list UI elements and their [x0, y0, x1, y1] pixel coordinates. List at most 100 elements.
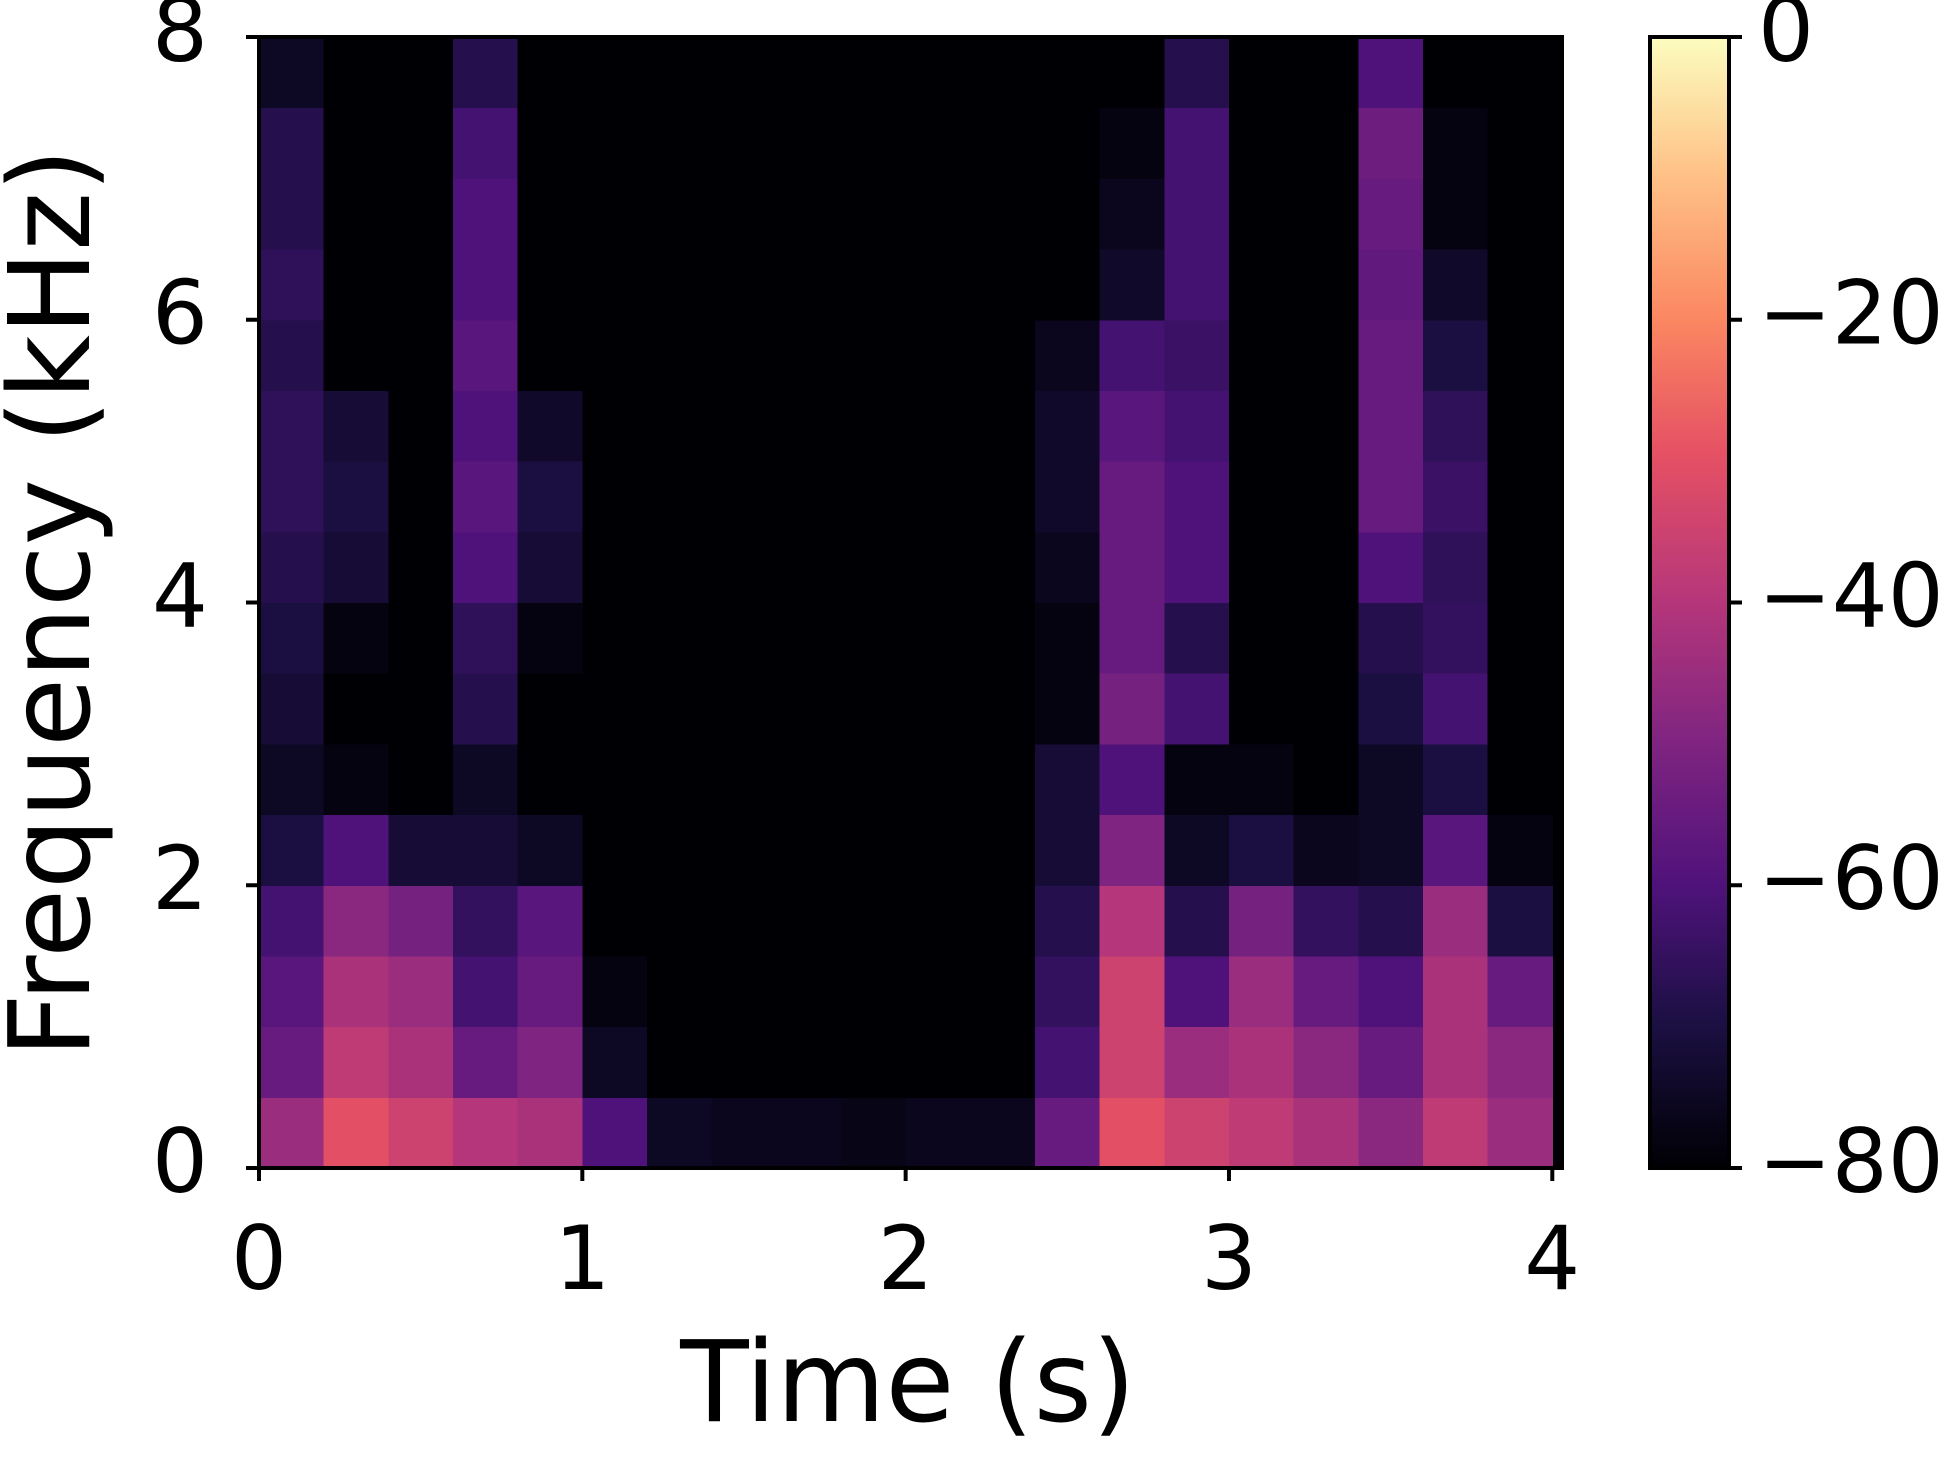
- heatmap-cell: [323, 319, 389, 391]
- heatmap-cell: [1422, 107, 1489, 179]
- heatmap-cell: [1487, 1026, 1553, 1098]
- heatmap-cell: [970, 37, 1036, 109]
- heatmap-cell: [1422, 673, 1489, 745]
- heatmap-cell: [1164, 1026, 1230, 1098]
- heatmap-cell: [711, 743, 777, 816]
- heatmap-cell: [1422, 461, 1489, 533]
- heatmap-cell: [1164, 814, 1230, 886]
- heatmap-cell: [776, 178, 842, 250]
- heatmap-cell: [517, 1026, 583, 1098]
- heatmap-cell: [840, 955, 907, 1028]
- heatmap-cell: [711, 814, 777, 886]
- heatmap-cell: [388, 461, 454, 533]
- heatmap-cell: [259, 955, 325, 1028]
- heatmap-cell: [1422, 319, 1489, 391]
- heatmap-cell: [1099, 602, 1165, 674]
- heatmap-cell: [1487, 602, 1553, 674]
- heatmap-cell: [1358, 814, 1424, 886]
- heatmap-cell: [388, 743, 454, 816]
- heatmap-cell: [1358, 673, 1424, 745]
- heatmap-cell: [1228, 1026, 1295, 1098]
- heatmap-cell: [1487, 955, 1553, 1028]
- colorbar-tick-label: −60: [1758, 827, 1944, 930]
- heatmap-cell: [1293, 673, 1359, 745]
- heatmap-cell: [1034, 107, 1101, 179]
- heatmap-cell: [970, 461, 1036, 533]
- heatmap-cell: [1099, 673, 1165, 745]
- heatmap-cell: [970, 673, 1036, 745]
- heatmap-cell: [1034, 743, 1101, 816]
- heatmap-cell: [517, 673, 583, 745]
- heatmap-cell: [1358, 1026, 1424, 1098]
- heatmap-cell: [1034, 1097, 1101, 1169]
- heatmap-cell: [582, 461, 648, 533]
- heatmap-cell: [582, 107, 648, 179]
- heatmap-cell: [1164, 37, 1230, 109]
- heatmap-cell: [776, 955, 842, 1028]
- heatmap-cell: [388, 955, 454, 1028]
- heatmap-cell: [1487, 531, 1553, 603]
- heatmap-cell: [323, 249, 389, 321]
- heatmap-cell: [323, 37, 389, 109]
- heatmap-cell: [776, 885, 842, 957]
- heatmap-cell: [582, 673, 648, 745]
- heatmap-cell: [1099, 178, 1165, 250]
- heatmap-cell: [1487, 743, 1553, 816]
- y-tick-label: 8: [152, 0, 208, 82]
- heatmap-cell: [905, 1026, 971, 1098]
- colorbar-tick-label: 0: [1758, 0, 1814, 82]
- heatmap-cell: [1164, 955, 1230, 1028]
- heatmap-cell: [905, 178, 971, 250]
- heatmap-cell: [517, 955, 583, 1028]
- heatmap-cell: [1034, 602, 1101, 674]
- heatmap-cell: [452, 531, 519, 603]
- heatmap-cell: [1228, 955, 1295, 1028]
- heatmap-cell: [1034, 885, 1101, 957]
- heatmap-cell: [323, 955, 389, 1028]
- heatmap-cell: [1487, 37, 1553, 109]
- heatmap-cell: [970, 814, 1036, 886]
- heatmap-cell: [1293, 885, 1359, 957]
- colorbar-tick-label: −80: [1758, 1110, 1944, 1213]
- heatmap-cell: [1099, 37, 1165, 109]
- heatmap-cell: [1293, 743, 1359, 816]
- heatmap-cell: [711, 602, 777, 674]
- heatmap-cell: [776, 743, 842, 816]
- heatmap-cell: [388, 814, 454, 886]
- heatmap-cell: [1358, 37, 1424, 109]
- heatmap-cell: [711, 249, 777, 321]
- heatmap-cell: [1164, 673, 1230, 745]
- heatmap-cell: [646, 531, 713, 603]
- heatmap-cell: [1293, 390, 1359, 462]
- heatmap-cell: [1228, 743, 1295, 816]
- heatmap-cell: [646, 814, 713, 886]
- heatmap-cell: [905, 461, 971, 533]
- heatmap-cell: [517, 602, 583, 674]
- heatmap-cell: [388, 319, 454, 391]
- heatmap-cell: [1034, 37, 1101, 109]
- y-axis-label: Frequency (kHz): [0, 148, 116, 1057]
- heatmap-cell: [970, 743, 1036, 816]
- heatmap-cell: [1099, 249, 1165, 321]
- heatmap-cell: [259, 885, 325, 957]
- heatmap-cell: [517, 390, 583, 462]
- heatmap-cell: [1422, 178, 1489, 250]
- heatmap-cell: [646, 955, 713, 1028]
- heatmap-cell: [840, 37, 907, 109]
- x-tick-label: 3: [1201, 1207, 1257, 1310]
- heatmap-cell: [905, 743, 971, 816]
- heatmap-cell: [1164, 602, 1230, 674]
- heatmap-cell: [1034, 531, 1101, 603]
- heatmap-cell: [1099, 531, 1165, 603]
- heatmap-cell: [1293, 249, 1359, 321]
- heatmap-cell: [452, 955, 519, 1028]
- heatmap-cell: [1034, 955, 1101, 1028]
- heatmap-cell: [323, 390, 389, 462]
- heatmap-cell: [905, 107, 971, 179]
- heatmap-cell: [970, 249, 1036, 321]
- heatmap-cell: [1099, 743, 1165, 816]
- heatmap-cell: [323, 1026, 389, 1098]
- heatmap-cell: [840, 390, 907, 462]
- heatmap-cell: [646, 37, 713, 109]
- heatmap-cell: [1228, 1097, 1295, 1169]
